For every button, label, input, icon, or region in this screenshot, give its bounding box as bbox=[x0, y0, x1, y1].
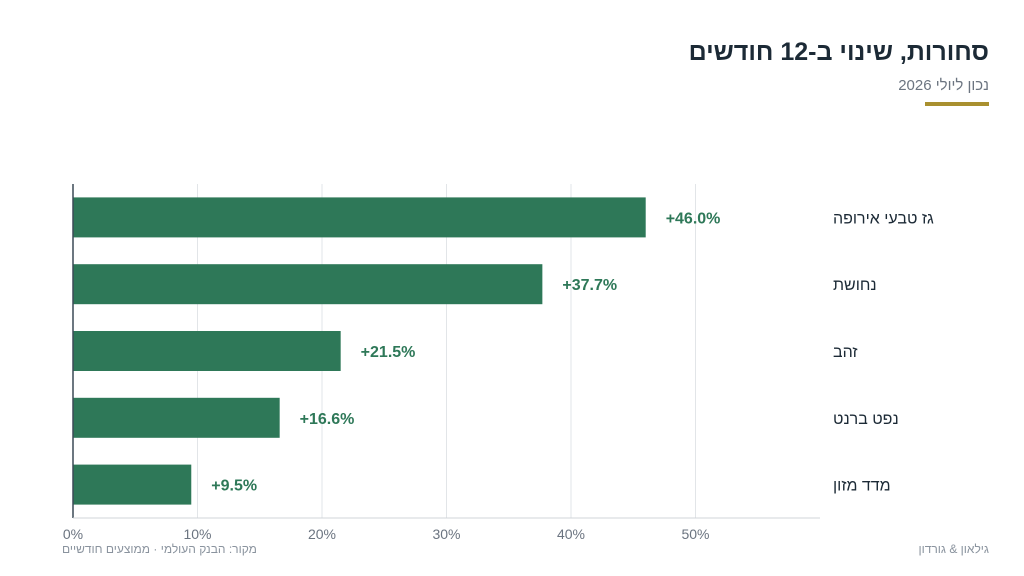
accent-rule bbox=[925, 102, 989, 106]
category-label: מדד מזון bbox=[833, 478, 891, 495]
labels: 0% 10% 20% 30% 40% 50% +46.0% גז טבעי אירופה +37… bbox=[63, 210, 934, 542]
chart-subtitle: נכון ליולי 2026 bbox=[898, 77, 989, 94]
bar bbox=[73, 264, 543, 305]
source-note: מקור: הבנק העולמי · ממוצעים חודשיים bbox=[62, 542, 257, 556]
bar bbox=[73, 397, 280, 438]
value-label: +46.0% bbox=[666, 210, 721, 227]
x-tick-label: 30% bbox=[432, 526, 460, 542]
brand-name: גילאון & גורדון bbox=[918, 542, 989, 556]
x-tick-label: 10% bbox=[183, 526, 211, 542]
bars bbox=[73, 197, 646, 505]
category-label: זהב bbox=[833, 344, 858, 361]
value-label: +9.5% bbox=[211, 478, 257, 495]
value-label: +16.6% bbox=[300, 411, 355, 428]
x-tick-label: 40% bbox=[557, 526, 585, 542]
bar bbox=[73, 464, 192, 505]
x-tick-label: 50% bbox=[681, 526, 709, 542]
value-label: +21.5% bbox=[361, 344, 416, 361]
x-tick-label: 0% bbox=[63, 526, 83, 542]
category-label: נחושת bbox=[833, 277, 877, 294]
bar bbox=[73, 197, 646, 238]
x-tick-label: 20% bbox=[308, 526, 336, 542]
chart-title: סחורות, שינוי ב-12 חודשים bbox=[688, 38, 989, 66]
bar bbox=[73, 331, 341, 371]
category-label: גז טבעי אירופה bbox=[833, 210, 934, 227]
category-label: נפט ברנט bbox=[833, 411, 899, 428]
axes bbox=[72, 184, 820, 519]
value-label: +37.7% bbox=[562, 277, 617, 294]
